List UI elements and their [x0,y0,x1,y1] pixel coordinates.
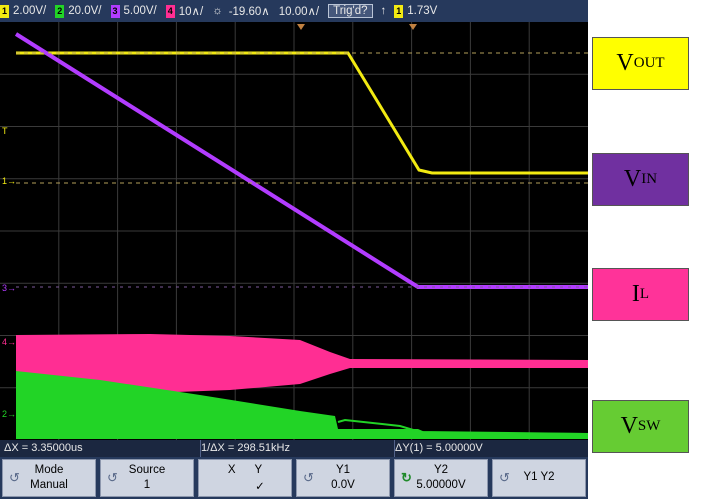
channel-3-scale[interactable]: 3 5.00V/ [110,4,157,18]
rotate-knob-icon: ↺ [9,470,20,485]
ch3-ground-marker: 3→ [2,283,16,293]
ch2-ground-marker: 2→ [2,409,16,419]
channel-2-badge: 2 [55,4,65,18]
rotate-knob-icon: ↺ [303,470,314,485]
oscilloscope-screen: 1 2.00V/ 2 20.0V/ 3 5.00V/ 4 10∧/ ☼ -19.… [0,0,588,499]
ch3-input-voltage-trace [14,32,588,289]
measurement-bar: ΔX = 3.35000us 1/ΔX = 298.51kHz ΔY(1) = … [0,440,588,457]
channel-4-scale[interactable]: 4 10∧/ [165,4,204,18]
trigger-source-badge: 1 [394,4,404,18]
source-softkey[interactable]: ↺ Source 1 [100,459,194,497]
softkey-bar: ↺ Mode Manual ↺ Source 1 X Y ✓ ↺ Y1 0.0V… [0,457,588,499]
legend-vsw: V SW [592,400,689,453]
delta-x-readout: ΔX = 3.35000us [0,440,201,457]
ch4-inductor-current-trace [16,334,588,393]
trigger-slope-icon: ↑ [380,5,387,17]
trigger-level-marker: T [2,126,8,136]
cursor-markers[interactable] [16,24,588,288]
cursor-axis-softkey[interactable]: X Y ✓ [198,459,292,497]
rotate-knob-icon: ↺ [107,470,118,485]
inverse-delta-x-readout: 1/ΔX = 298.51kHz [197,440,395,457]
sun-icon: ☼ [212,5,223,17]
graticule [0,22,588,440]
time-scale[interactable]: 10.00∧/ [278,6,320,18]
legend-vout: V OUT [592,37,689,90]
delta-y-readout: ΔY(1) = 5.00000V [395,442,483,454]
y1-cursor-softkey[interactable]: ↺ Y1 0.0V [296,459,390,497]
channel-1-badge: 1 [0,4,9,18]
channel-1-scale[interactable]: 1 2.00V/ [0,4,47,18]
channel-ground-markers: T 1→ 3→ 4→ 2→ [2,126,16,419]
channel-2-scale[interactable]: 2 20.0V/ [55,4,102,18]
status-bar: 1 2.00V/ 2 20.0V/ 3 5.00V/ 4 10∧/ ☼ -19.… [0,0,588,22]
y1-y2-softkey[interactable]: ↺ Y1 Y2 [492,459,586,497]
channel-3-badge: 3 [110,4,120,18]
waveform-display: T 1→ 3→ 4→ 2→ [0,22,588,440]
trigger-delay[interactable]: ☼ -19.60∧ [212,5,270,18]
ch1-ground-marker: 1→ [2,176,16,186]
ch1-output-voltage-trace [16,51,588,175]
channel-4-badge: 4 [165,4,175,18]
ch2-switch-voltage-trace [16,371,588,439]
y2-cursor-softkey[interactable]: ↻ Y2 5.00000V [394,459,488,497]
ch4-ground-marker: 4→ [2,337,16,347]
active-knob-icon: ↻ [401,470,412,485]
check-icon: ✓ [255,481,265,493]
rotate-knob-icon: ↺ [499,470,510,485]
trigger-level[interactable]: 1 1.73V [394,4,438,18]
mode-softkey[interactable]: ↺ Mode Manual [2,459,96,497]
legend-vin: V IN [592,153,689,206]
trigger-status-badge: Trig'd? [328,4,373,18]
